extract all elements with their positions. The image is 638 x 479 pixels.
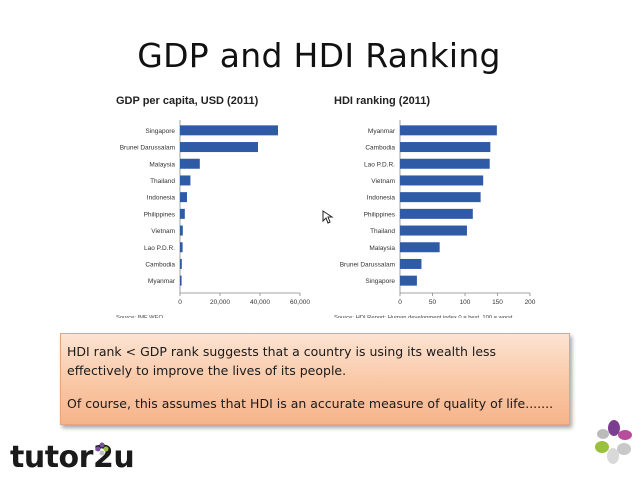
gdp-category-label: Brunei Darussalam bbox=[120, 145, 175, 152]
gdp-tick-label: 0 bbox=[178, 299, 182, 306]
gdp-category-label: Myanmar bbox=[148, 278, 176, 285]
callout-box: HDI rank < GDP rank suggests that a coun… bbox=[60, 333, 570, 425]
hdi-category-label: Singapore bbox=[365, 278, 395, 285]
gdp-category-label: Thailand bbox=[150, 178, 175, 185]
hdi-title: HDI ranking (2011) bbox=[334, 95, 430, 107]
gdp-bar bbox=[180, 142, 258, 153]
flower-logo-icon bbox=[595, 420, 632, 464]
hdi-tick-label: 150 bbox=[492, 299, 503, 306]
gdp-tick-label: 60,000 bbox=[290, 299, 310, 306]
hdi-category-label: Lao P.D.R. bbox=[364, 161, 395, 168]
tutor2u-logo: tutor2u bbox=[10, 440, 135, 475]
hdi-category-label: Vietnam bbox=[371, 178, 395, 185]
hdi-bar bbox=[400, 208, 473, 219]
gdp-category-label: Indonesia bbox=[147, 195, 176, 202]
hdi-category-label: Philippines bbox=[364, 211, 396, 218]
hdi-bar bbox=[400, 142, 491, 153]
hdi-tick-label: 0 bbox=[398, 299, 402, 306]
gdp-category-label: Philippines bbox=[144, 211, 176, 218]
hdi-bar bbox=[400, 225, 467, 236]
cursor-arrow-icon bbox=[322, 210, 334, 224]
gdp-bar bbox=[180, 192, 187, 203]
gdp-bar bbox=[180, 208, 185, 219]
gdp-chart: GDP per capita, USD (2011) Singapore Brune… bbox=[112, 92, 324, 318]
hdi-bar bbox=[400, 158, 490, 169]
gdp-bar bbox=[180, 275, 182, 286]
slide-title: GDP and HDI Ranking bbox=[137, 36, 501, 75]
hdi-category-label: Thailand bbox=[370, 228, 395, 235]
gdp-source: Source: IMF WEO bbox=[116, 315, 164, 318]
hdi-tick-label: 100 bbox=[460, 299, 471, 306]
hdi-source: Source: HDI Report; Human development in… bbox=[334, 315, 513, 318]
gdp-bar bbox=[180, 225, 183, 236]
gdp-tick-label: 40,000 bbox=[250, 299, 270, 306]
gdp-category-label: Singapore bbox=[145, 128, 175, 135]
gdp-bar bbox=[180, 258, 182, 269]
hdi-bar bbox=[400, 175, 484, 186]
hdi-bar bbox=[400, 242, 440, 253]
hdi-bar bbox=[400, 275, 417, 286]
gdp-category-label: Cambodia bbox=[145, 261, 175, 268]
hdi-tick-label: 200 bbox=[525, 299, 536, 306]
hdi-category-label: Indonesia bbox=[367, 195, 396, 202]
hdi-bar bbox=[400, 258, 422, 269]
gdp-bar bbox=[180, 125, 278, 136]
hdi-category-label: Brunei Darussalam bbox=[340, 261, 395, 268]
hdi-bar bbox=[400, 125, 497, 136]
hdi-bar bbox=[400, 192, 481, 203]
hdi-tick-label: 50 bbox=[429, 299, 437, 306]
gdp-category-label: Malaysia bbox=[149, 161, 175, 168]
gdp-bar bbox=[180, 175, 191, 186]
gdp-chart-svg: GDP per capita, USD (2011) Singapore Brune… bbox=[116, 95, 310, 318]
gdp-tick-label: 20,000 bbox=[210, 299, 230, 306]
hdi-category-label: Cambodia bbox=[365, 145, 395, 152]
hdi-chart: HDI ranking (2011) Myanmar Cambodia Lao P.D… bbox=[330, 92, 542, 318]
gdp-title: GDP per capita, USD (2011) bbox=[116, 95, 259, 107]
gdp-category-label: Vietnam bbox=[151, 228, 175, 235]
hdi-category-label: Myanmar bbox=[368, 128, 396, 135]
gdp-category-label: Lao P.D.R. bbox=[144, 245, 175, 252]
callout-text-caveat: Of course, this assumes that HDI is an a… bbox=[67, 396, 554, 411]
logo-flower-small-icon bbox=[95, 442, 109, 456]
gdp-bar bbox=[180, 158, 200, 169]
callout-text-main: HDI rank < GDP rank suggests that a coun… bbox=[67, 344, 497, 378]
hdi-category-label: Malaysia bbox=[369, 245, 395, 252]
hdi-chart-svg: HDI ranking (2011) Myanmar Cambodia Lao P.D… bbox=[334, 95, 536, 318]
gdp-bar bbox=[180, 242, 183, 253]
